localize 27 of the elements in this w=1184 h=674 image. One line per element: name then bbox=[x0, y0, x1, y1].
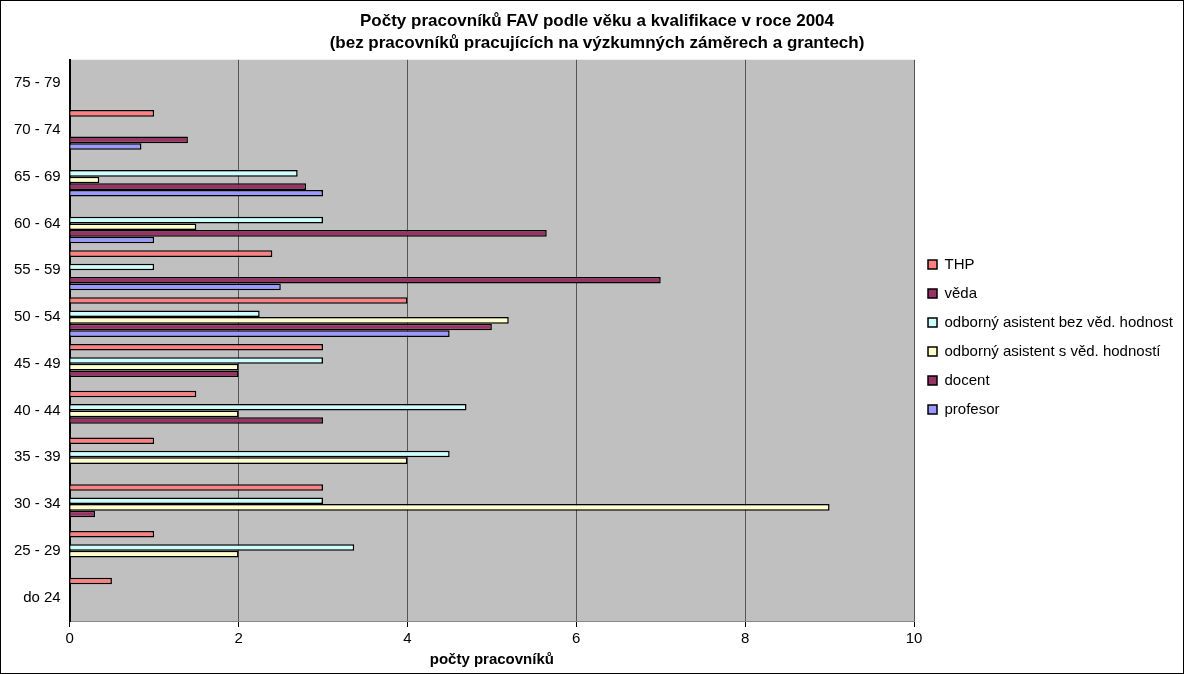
y-tick-label: 35 - 39 bbox=[14, 447, 61, 465]
chart-title: Počty pracovníků FAV podle věku a kvalifikace v roce 2004 bbox=[359, 10, 835, 30]
x-axis-title: počty pracovníků bbox=[429, 650, 554, 668]
x-tick-label: 6 bbox=[572, 629, 581, 647]
y-tick-label: 55 - 59 bbox=[14, 260, 61, 278]
x-tick-label: 4 bbox=[403, 629, 412, 647]
legend-label: profesor bbox=[944, 399, 1000, 417]
y-tick-label: 70 - 74 bbox=[14, 120, 61, 138]
y-tick-label: 40 - 44 bbox=[14, 400, 61, 418]
y-tick-label: do 24 bbox=[23, 587, 61, 605]
x-tick-label: 10 bbox=[905, 629, 923, 647]
legend-label: odborný asistent bez věd. hodnost bbox=[944, 312, 1174, 330]
legend-label: odborný asistent s věd. hodností bbox=[944, 341, 1162, 359]
y-tick-label: 60 - 64 bbox=[14, 213, 61, 231]
chart-subtitle: (bez pracovníků pracujících na výzkumných záměrech a grantech) bbox=[329, 33, 865, 53]
legend-label: THP bbox=[944, 254, 975, 272]
y-tick-label: 75 - 79 bbox=[14, 73, 61, 91]
y-tick-label: 50 - 54 bbox=[14, 307, 61, 325]
legend-label: docent bbox=[944, 370, 991, 388]
x-tick-label: 2 bbox=[234, 629, 243, 647]
x-tick-label: 0 bbox=[65, 629, 74, 647]
y-tick-label: 30 - 34 bbox=[14, 494, 61, 512]
legend-label: věda bbox=[944, 283, 978, 301]
y-tick-label: 65 - 69 bbox=[14, 166, 61, 184]
y-tick-label: 25 - 29 bbox=[14, 540, 61, 558]
x-tick-label: 8 bbox=[740, 629, 750, 647]
y-tick-label: 45 - 49 bbox=[14, 353, 61, 371]
